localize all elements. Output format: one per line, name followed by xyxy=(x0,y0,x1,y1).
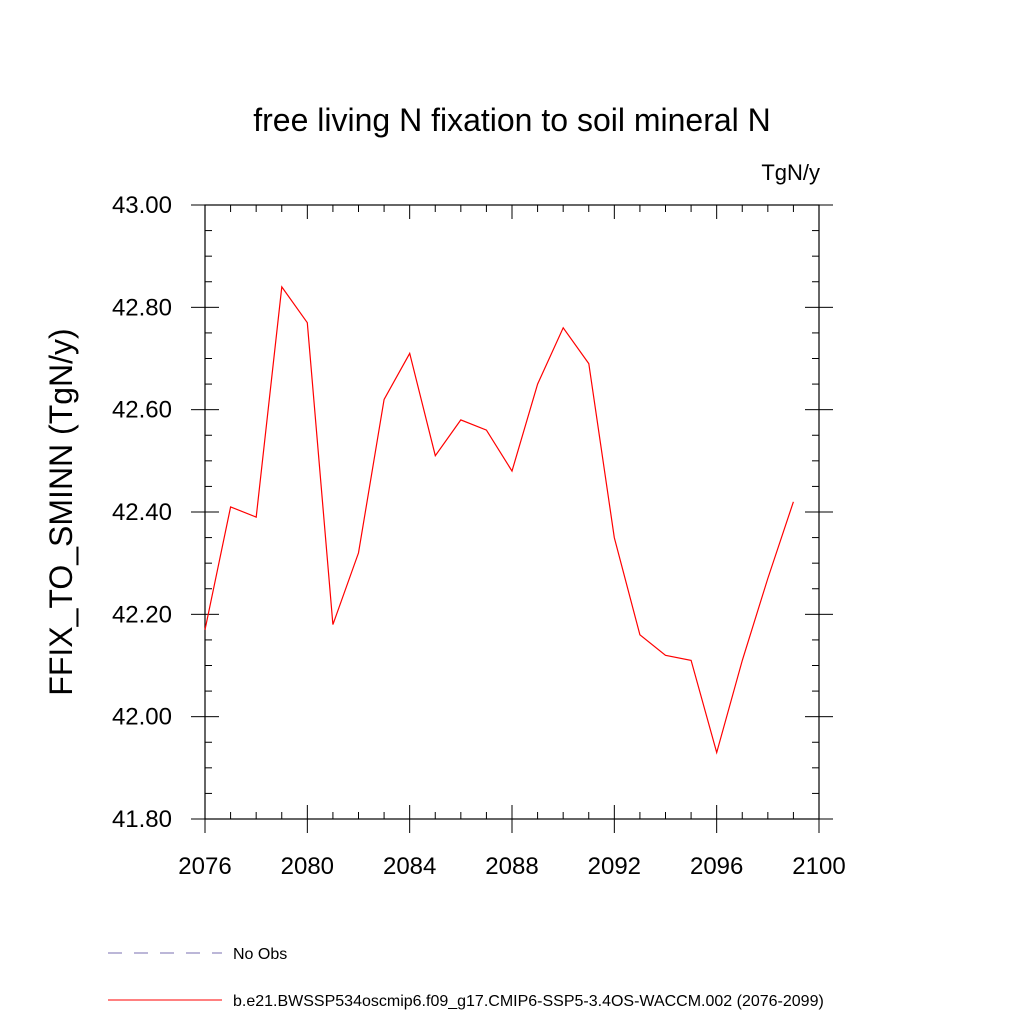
x-tick-label: 2092 xyxy=(588,853,641,880)
x-tick-label: 2100 xyxy=(792,853,845,880)
chart-title: free living N fixation to soil mineral N xyxy=(253,102,771,138)
y-tick-label: 42.20 xyxy=(112,601,172,628)
y-tick-label: 42.40 xyxy=(112,499,172,526)
series-line xyxy=(204,285,794,755)
x-tick-label: 2096 xyxy=(690,853,743,880)
x-tick-label: 2076 xyxy=(178,853,231,880)
legend-label: b.e21.BWSSP534oscmip6.f09_g17.CMIP6-SSP5… xyxy=(233,993,824,1010)
x-tick-label: 2084 xyxy=(383,853,436,880)
y-tick-label: 42.60 xyxy=(112,397,172,424)
plot-frame xyxy=(204,204,820,820)
series-group xyxy=(204,285,794,755)
y-tick-label: 43.00 xyxy=(112,192,172,219)
legend: No Obs b.e21.BWSSP534oscmip6.f09_g17.CMIP… xyxy=(108,946,824,1010)
y-tick-label: 42.00 xyxy=(112,704,172,731)
units-label: TgN/y xyxy=(761,160,820,185)
x-tick-label: 2080 xyxy=(281,853,334,880)
legend-label: No Obs xyxy=(233,946,287,963)
x-tick-label: 2088 xyxy=(485,853,538,880)
y-axis-label: FFIX_TO_SMINN (TgN/y) xyxy=(43,328,79,695)
y-tick-label: 42.80 xyxy=(112,294,172,321)
y-tick-label: 41.80 xyxy=(112,806,172,833)
axes: 2076 2080 2084 2088 2092 2096 2100 41.80 42.00 42… xyxy=(112,192,846,880)
